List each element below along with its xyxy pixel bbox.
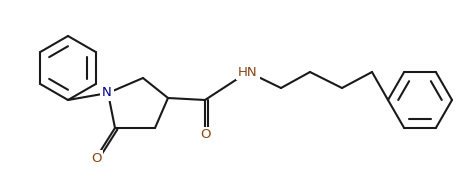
Text: O: O [91, 152, 101, 165]
Text: HN: HN [238, 66, 258, 79]
Text: O: O [200, 128, 210, 141]
Text: N: N [102, 87, 112, 100]
